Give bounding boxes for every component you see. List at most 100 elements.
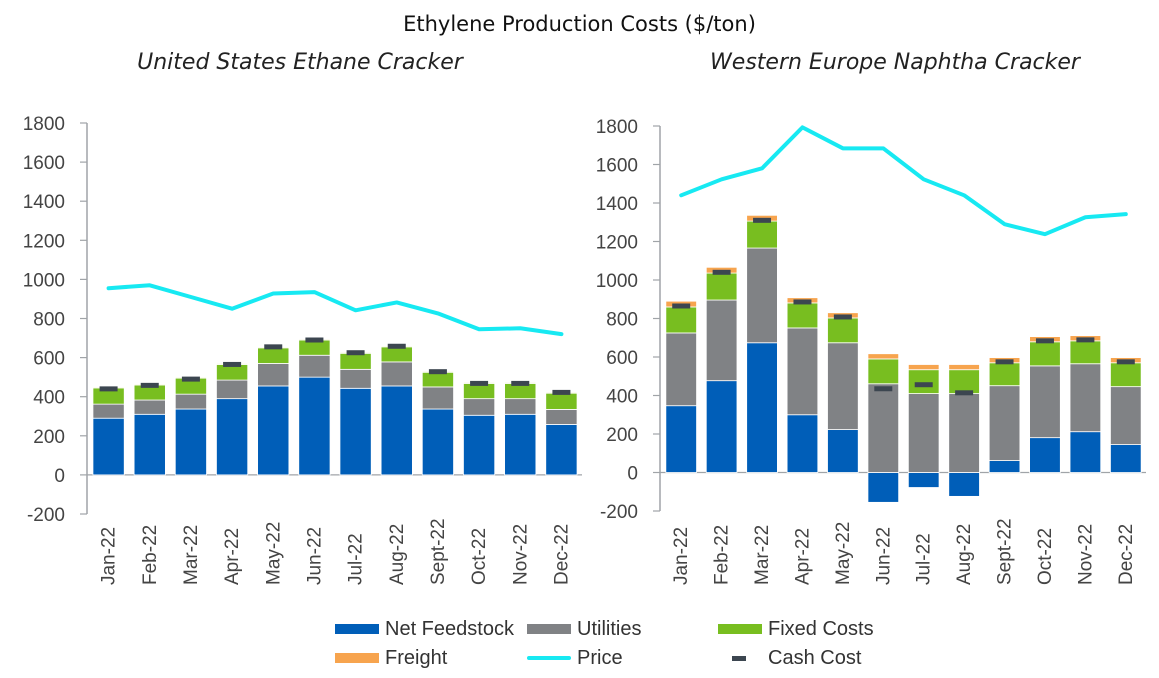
x-tick-label: Nov-22 bbox=[1075, 524, 1096, 585]
legend-swatch-utilities bbox=[527, 624, 571, 634]
y-tick-label: 1200 bbox=[596, 233, 638, 254]
bar-segment-utilities bbox=[786, 327, 819, 416]
x-tick-label: Apr-22 bbox=[222, 528, 243, 585]
price-line bbox=[679, 125, 1128, 237]
cash-cost-marker bbox=[874, 386, 893, 392]
y-tick-label: 1600 bbox=[23, 153, 65, 174]
x-tick-label: Aug-22 bbox=[387, 524, 408, 585]
bar-segment-utilities bbox=[298, 354, 331, 378]
chart-panel-us: -200 0 200 400 600 800 1000 1200 1400 1600 1800 Jan… bbox=[23, 114, 582, 585]
legend-label: Freight bbox=[385, 646, 448, 669]
bar-segment-net-feedstock bbox=[463, 414, 496, 476]
x-tick-label: Apr-22 bbox=[792, 528, 813, 585]
bar-segment-net-feedstock bbox=[665, 405, 697, 473]
legend-item-freight: Freight bbox=[335, 646, 447, 670]
y-tick-label: -200 bbox=[27, 505, 65, 526]
y-tick-label: 1400 bbox=[596, 194, 638, 215]
bar-segment-net-feedstock bbox=[786, 414, 819, 473]
cash-cost-marker bbox=[1035, 338, 1054, 344]
bar-segment-net-feedstock bbox=[867, 472, 900, 503]
legend-swatch-net-feedstock bbox=[335, 624, 379, 634]
legend-swatch-price bbox=[527, 656, 571, 660]
cash-cost-marker bbox=[1076, 337, 1095, 343]
y-tick-label: 1000 bbox=[23, 270, 65, 291]
cash-cost-marker bbox=[387, 343, 406, 349]
bar-segment-net-feedstock bbox=[298, 376, 331, 476]
legend-swatch-freight bbox=[335, 653, 379, 663]
bar-segment-utilities bbox=[988, 385, 1021, 461]
x-tick-label: Sept-22 bbox=[428, 518, 449, 585]
chart-title-europe: Western Europe Naphtha Cracker bbox=[710, 50, 1080, 75]
x-tick-label: Oct-22 bbox=[469, 528, 490, 585]
y-tick-label: 400 bbox=[606, 387, 638, 408]
x-tick-label: Jun-22 bbox=[304, 527, 325, 585]
bar-segment-net-feedstock bbox=[1110, 444, 1142, 473]
bar-segment-utilities bbox=[257, 363, 290, 387]
x-tick-label: Jun-22 bbox=[873, 527, 894, 585]
bar-segment-fixed-costs bbox=[746, 220, 778, 249]
bar-segment-utilities bbox=[380, 361, 413, 387]
y-tick-label: 1800 bbox=[596, 117, 638, 138]
bar-segment-net-feedstock bbox=[216, 398, 249, 476]
bar-segment-utilities bbox=[92, 403, 125, 419]
bar-segment-fixed-costs bbox=[988, 362, 1021, 387]
bar-segment-net-feedstock bbox=[421, 408, 454, 476]
bar-segment-utilities bbox=[1069, 363, 1102, 433]
cash-cost-marker bbox=[511, 380, 530, 386]
bar-segment-utilities bbox=[545, 409, 578, 425]
x-tick-label: May-22 bbox=[833, 522, 854, 585]
x-tick-label: Dec-22 bbox=[551, 524, 572, 585]
bar-segment-utilities bbox=[421, 386, 454, 410]
legend-label: Price bbox=[577, 646, 623, 669]
bar-segment-utilities bbox=[133, 399, 166, 415]
y-tick-label: 400 bbox=[33, 388, 65, 409]
bar-segment-net-feedstock bbox=[174, 408, 207, 476]
x-tick-label: Jan-22 bbox=[671, 527, 692, 585]
x-tick-label: Oct-22 bbox=[1035, 528, 1056, 585]
chart-panel-europe: -200 0 200 400 600 800 1000 1200 1400 1600 1800 Jan… bbox=[596, 117, 1146, 585]
y-tick-label: 800 bbox=[606, 310, 638, 331]
y-tick-label: 600 bbox=[606, 348, 638, 369]
legend: Net Feedstock Utilities Fixed Costs Frei… bbox=[335, 617, 895, 673]
legend-label: Utilities bbox=[577, 617, 642, 640]
bar-segment-net-feedstock bbox=[257, 385, 290, 476]
bar-segment-utilities bbox=[339, 368, 372, 389]
bar-segment-net-feedstock bbox=[1029, 437, 1061, 473]
y-tick-label: 1400 bbox=[23, 192, 65, 213]
cash-cost-marker bbox=[346, 350, 365, 356]
cash-cost-marker bbox=[305, 337, 324, 343]
x-tick-label: Jul-22 bbox=[346, 533, 367, 585]
cash-cost-marker bbox=[833, 314, 852, 320]
bar-segment-net-feedstock bbox=[988, 460, 1021, 473]
cash-cost-marker bbox=[793, 299, 812, 305]
bar-segment-fixed-costs bbox=[1069, 340, 1102, 365]
y-tick-label: 800 bbox=[33, 310, 65, 331]
x-tick-label: Jul-22 bbox=[914, 533, 935, 585]
cash-cost-marker bbox=[470, 380, 489, 386]
cash-cost-marker bbox=[140, 382, 159, 388]
x-tick-label: Nov-22 bbox=[510, 524, 531, 585]
y-tick-label: 1000 bbox=[596, 271, 638, 292]
bar-segment-utilities bbox=[948, 393, 980, 473]
bar-segment-fixed-costs bbox=[1029, 341, 1061, 367]
legend-swatch-cash-cost bbox=[732, 655, 746, 661]
y-tick-label: 0 bbox=[627, 464, 638, 485]
x-tick-label: Mar-22 bbox=[752, 525, 773, 585]
legend-item-utilities: Utilities bbox=[527, 617, 641, 641]
bar-segment-utilities bbox=[867, 383, 900, 473]
bar-segment-utilities bbox=[827, 342, 859, 430]
x-tick-label: Dec-22 bbox=[1116, 524, 1137, 585]
legend-swatch-fixed-costs bbox=[718, 624, 762, 634]
y-tick-label: 1800 bbox=[23, 114, 65, 135]
bar-segment-fixed-costs bbox=[948, 369, 980, 394]
y-tick-label: 0 bbox=[54, 466, 65, 487]
bar-segment-fixed-costs bbox=[380, 346, 413, 363]
x-tick-label: Jan-22 bbox=[99, 527, 120, 585]
bar-segment-freight bbox=[907, 364, 940, 371]
bar-segment-utilities bbox=[746, 247, 778, 344]
bar-segment-fixed-costs bbox=[907, 369, 940, 394]
y-tick-label: -200 bbox=[600, 502, 638, 523]
bar-segment-fixed-costs bbox=[827, 317, 859, 344]
y-tick-label: 600 bbox=[33, 349, 65, 370]
bar-segment-utilities bbox=[705, 299, 738, 382]
